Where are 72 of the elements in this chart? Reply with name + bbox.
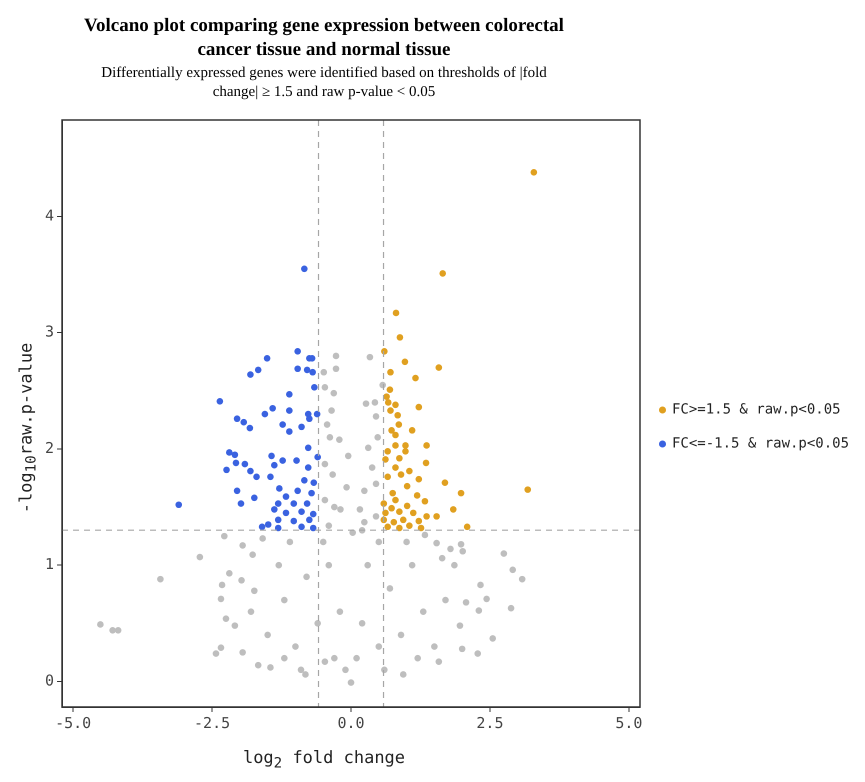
legend-label: FC>=1.5 & raw.p<0.05: [672, 402, 841, 418]
point: [416, 518, 422, 524]
y-tick-label: 3: [45, 322, 54, 341]
x-tick-label: 2.5: [476, 714, 504, 732]
point: [412, 374, 419, 382]
point: [524, 486, 532, 493]
point: [402, 358, 408, 366]
point: [436, 364, 442, 371]
chart-subtitle: Differentially expressed genes were identified based on thresholds of |fold change| ≥ 1.5 and raw p-value < 0.05: [100, 64, 548, 102]
point: [398, 471, 404, 478]
point: [418, 524, 424, 532]
point: [450, 506, 457, 513]
legend-label: FC<=-1.5 & raw.p<0.05: [672, 436, 850, 452]
point: [394, 412, 401, 419]
point: [387, 368, 394, 376]
point: [382, 456, 389, 463]
point: [406, 468, 413, 474]
x-tick-label: 0.0: [337, 714, 365, 732]
point: [392, 496, 399, 504]
point: [383, 393, 390, 400]
point: [408, 427, 416, 434]
point: [392, 464, 399, 471]
point: [422, 498, 428, 505]
point: [392, 310, 400, 316]
point: [439, 270, 446, 277]
point: [404, 502, 410, 510]
point: [458, 490, 464, 496]
point: [392, 401, 399, 408]
point: [384, 474, 391, 480]
point: [384, 399, 392, 406]
point: [410, 510, 417, 516]
point: [416, 404, 422, 410]
point: [396, 524, 403, 532]
x-axis-title: log$_{2}$ fold change: [242, 748, 406, 772]
point: [406, 522, 413, 529]
point: [389, 490, 396, 496]
point: [402, 442, 409, 449]
point: [380, 500, 388, 507]
y-tick-label: 2: [45, 438, 54, 457]
point: [414, 492, 420, 499]
point: [423, 442, 430, 449]
point: [392, 432, 399, 438]
point: [388, 504, 395, 512]
point: [423, 513, 430, 520]
y-tick-label: 4: [45, 206, 54, 224]
x-tick-label: -2.5: [194, 714, 230, 732]
point: [416, 476, 422, 482]
point: [396, 454, 403, 462]
point: [464, 524, 470, 530]
point: [390, 518, 398, 526]
point: [388, 427, 395, 434]
point: [442, 479, 448, 486]
chart-title: Volcano plot comparing gene expression between colorectal cancer tissue and normal tissue: [83, 14, 565, 62]
point: [382, 510, 389, 516]
point: [392, 442, 399, 449]
point: [396, 421, 402, 428]
point: [396, 334, 404, 341]
point: [386, 386, 394, 393]
point: [402, 448, 409, 455]
point: [387, 407, 394, 414]
y-tick-label: 1: [45, 555, 54, 574]
x-tick-label: 5.0: [615, 714, 642, 732]
point: [384, 524, 391, 530]
point: [433, 513, 440, 520]
point: [422, 460, 430, 466]
point: [400, 516, 407, 524]
y-tick-label: 0: [45, 671, 54, 690]
x-tick-label: -5.0: [55, 714, 92, 732]
point: [396, 508, 403, 516]
point: [530, 169, 538, 176]
point: [404, 482, 410, 490]
point: [384, 448, 391, 455]
